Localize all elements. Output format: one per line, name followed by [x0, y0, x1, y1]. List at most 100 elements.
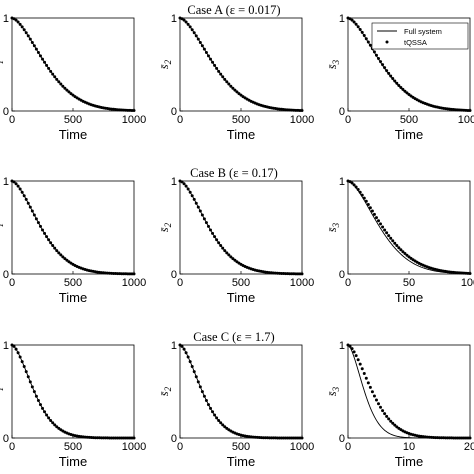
- tqssa-point: [47, 416, 51, 420]
- tqssa-point: [67, 90, 71, 94]
- tqssa-point: [47, 66, 51, 70]
- x-tick-label: 0: [345, 277, 351, 289]
- y-axis-label-main: s̄: [157, 391, 171, 396]
- subplot-9: 0 10 20 0 1 Time s̄3: [325, 340, 474, 469]
- tqssa-point: [381, 225, 385, 229]
- tqssa-point: [377, 56, 380, 60]
- tqssa-point: [385, 414, 389, 418]
- tqssa-point: [24, 31, 28, 35]
- tqssa-point: [182, 18, 186, 22]
- tqssa-point: [57, 80, 61, 84]
- legend-full-label: Full system: [404, 27, 442, 36]
- tqssa-point: [354, 22, 358, 26]
- tqssa-point: [28, 37, 32, 41]
- axes-frame: [179, 17, 303, 112]
- tqssa-point: [389, 419, 393, 423]
- x-tick-label: 0: [9, 277, 15, 289]
- tqssa-point: [383, 228, 387, 232]
- tqssa-point: [53, 75, 57, 79]
- tqssa-point: [399, 248, 403, 252]
- tqssa-point: [26, 34, 30, 38]
- tqssa-point: [401, 250, 405, 254]
- x-axis-label: Time: [395, 454, 423, 469]
- y-axis-label: s̄2: [157, 386, 173, 396]
- y-tick-label: 1: [3, 13, 9, 25]
- x-tick-label: 1000: [122, 277, 146, 289]
- tqssa-point: [352, 350, 356, 354]
- tqssa-point: [12, 344, 16, 348]
- tqssa-point: [217, 418, 221, 422]
- y-axis-label-main: s̄: [157, 64, 171, 69]
- tqssa-point: [20, 360, 24, 364]
- tqssa-point: [385, 231, 389, 235]
- tqssa-point: [235, 90, 239, 94]
- tqssa-point: [405, 253, 409, 257]
- series-tqssa: [178, 179, 304, 276]
- tqssa-point: [233, 88, 237, 92]
- tqssa-point: [204, 51, 208, 55]
- tqssa-point: [300, 272, 304, 276]
- tqssa-point: [18, 187, 22, 191]
- y-axis-label-sub: 1: [0, 387, 5, 392]
- tqssa-point: [49, 69, 53, 73]
- tqssa-point: [374, 398, 378, 402]
- tqssa-point: [38, 403, 42, 407]
- tqssa-point: [237, 92, 241, 96]
- tqssa-point: [132, 272, 136, 276]
- x-tick-label: 50: [403, 277, 415, 289]
- tqssa-point: [190, 365, 194, 369]
- tqssa-point: [391, 239, 395, 243]
- tqssa-point: [38, 224, 42, 228]
- tqssa-point: [387, 417, 391, 421]
- tqssa-point: [194, 375, 198, 379]
- x-axis-label: Time: [227, 290, 255, 305]
- x-tick-label: 0: [177, 114, 183, 126]
- x-axis-label: Time: [59, 127, 87, 142]
- axes-frame: [11, 180, 135, 275]
- axes-frame: [347, 180, 471, 275]
- tqssa-point: [206, 224, 210, 228]
- tqssa-point: [49, 241, 53, 245]
- tqssa-point: [34, 394, 38, 398]
- series-tqssa: [10, 179, 136, 276]
- tqssa-point: [383, 66, 387, 70]
- tqssa-point: [202, 394, 206, 398]
- tqssa-point: [63, 86, 67, 90]
- tqssa-point: [196, 380, 200, 384]
- tqssa-point: [41, 228, 44, 232]
- axes-frame: [347, 344, 471, 439]
- tqssa-point: [45, 413, 49, 417]
- tqssa-point: [186, 355, 190, 359]
- tqssa-point: [43, 231, 47, 235]
- tqssa-point: [200, 390, 204, 394]
- tqssa-point: [34, 47, 38, 51]
- tqssa-point: [362, 371, 366, 375]
- tqssa-point: [362, 196, 366, 200]
- tqssa-point: [354, 185, 358, 189]
- tqssa-point: [231, 86, 235, 90]
- tqssa-point: [202, 217, 206, 221]
- tqssa-point: [381, 63, 385, 67]
- subplot-3: 0 500 1000 0 1 Time s̄3 Full system tQSSA: [325, 13, 474, 142]
- axes-frame: [179, 180, 303, 275]
- tqssa-point: [55, 425, 59, 429]
- tqssa-point: [206, 403, 210, 407]
- tqssa-point: [468, 271, 472, 275]
- x-axis-label: Time: [59, 454, 87, 469]
- tqssa-point: [225, 80, 229, 84]
- y-axis-label: s̄3: [325, 59, 341, 69]
- x-tick-label: 0: [345, 114, 351, 126]
- y-tick-label: 1: [3, 340, 9, 352]
- tqssa-point: [204, 399, 208, 403]
- y-axis-label: s̄1: [0, 387, 5, 396]
- tqssa-point: [38, 54, 42, 58]
- tqssa-point: [381, 409, 385, 413]
- tqssa-point: [14, 347, 18, 351]
- y-tick-label: 1: [339, 13, 345, 25]
- tqssa-point: [209, 406, 212, 410]
- tqssa-point: [468, 436, 472, 440]
- axes-frame: [11, 17, 135, 112]
